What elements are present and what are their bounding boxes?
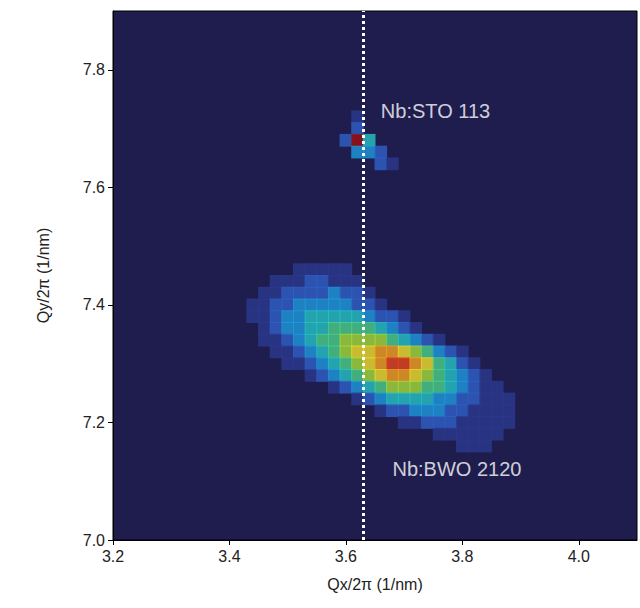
svg-text:4.0: 4.0 (568, 548, 590, 565)
svg-text:3.2: 3.2 (102, 548, 124, 565)
svg-text:7.4: 7.4 (83, 296, 105, 313)
svg-text:Nb:STO 113: Nb:STO 113 (381, 100, 490, 122)
svg-text:Qx/2π (1/nm): Qx/2π (1/nm) (327, 576, 423, 593)
svg-text:Nb:BWO 2120: Nb:BWO 2120 (392, 458, 521, 480)
svg-text:3.4: 3.4 (218, 548, 240, 565)
svg-text:Qy/2π (1/nm): Qy/2π (1/nm) (35, 228, 52, 324)
svg-text:7.8: 7.8 (83, 61, 105, 78)
svg-text:7.6: 7.6 (83, 179, 105, 196)
svg-text:7.0: 7.0 (83, 532, 105, 549)
svg-text:7.2: 7.2 (83, 414, 105, 431)
svg-text:3.6: 3.6 (335, 548, 357, 565)
svg-text:3.8: 3.8 (451, 548, 473, 565)
